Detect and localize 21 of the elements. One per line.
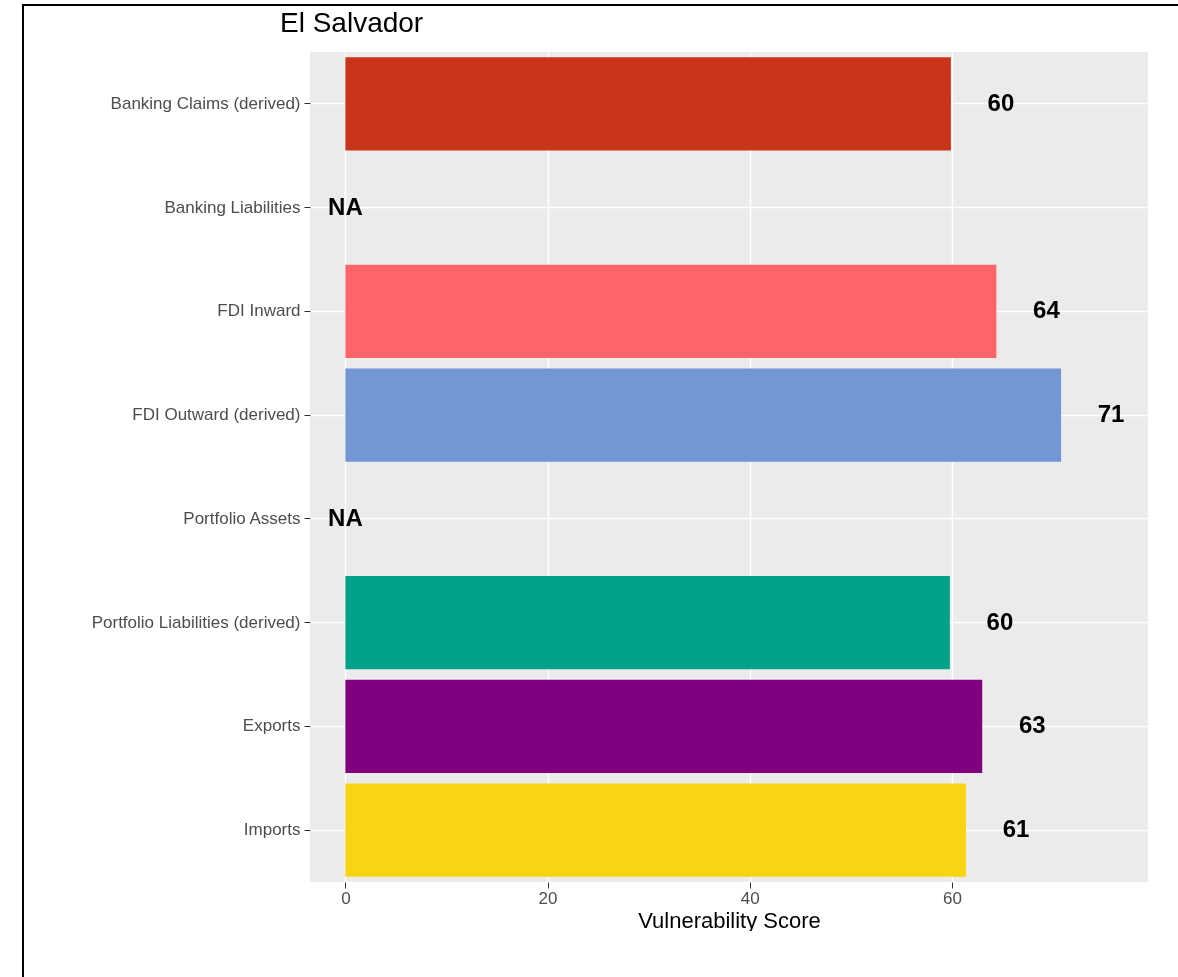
y-tick-label: Banking Liabilities	[164, 197, 301, 217]
y-tick-label: FDI Outward (derived)	[132, 405, 301, 425]
chart-title: El Salvador	[280, 7, 424, 38]
x-tick-label: 0	[341, 888, 351, 908]
y-tick-label: FDI Inward	[217, 301, 301, 321]
data-label: 60	[987, 88, 1015, 116]
y-tick-label: Portfolio Assets	[183, 508, 301, 528]
data-label: 64	[1033, 296, 1061, 324]
y-tick-label: Portfolio Liabilities (derived)	[91, 612, 301, 632]
y-tick-label: Banking Claims (derived)	[110, 93, 301, 113]
x-tick-label: 40	[740, 888, 760, 908]
data-label: 63	[1018, 711, 1046, 739]
y-tick-label: Imports	[243, 820, 301, 840]
data-label: 71	[1097, 400, 1125, 428]
data-label: 61	[1002, 815, 1030, 843]
text: NA	[328, 503, 363, 531]
x-tick-label: 60	[942, 888, 962, 908]
y-tick-label: Exports	[242, 716, 301, 736]
x-tick-label: 20	[538, 888, 558, 908]
data-label: 60	[986, 607, 1014, 635]
text: NA	[328, 192, 363, 220]
